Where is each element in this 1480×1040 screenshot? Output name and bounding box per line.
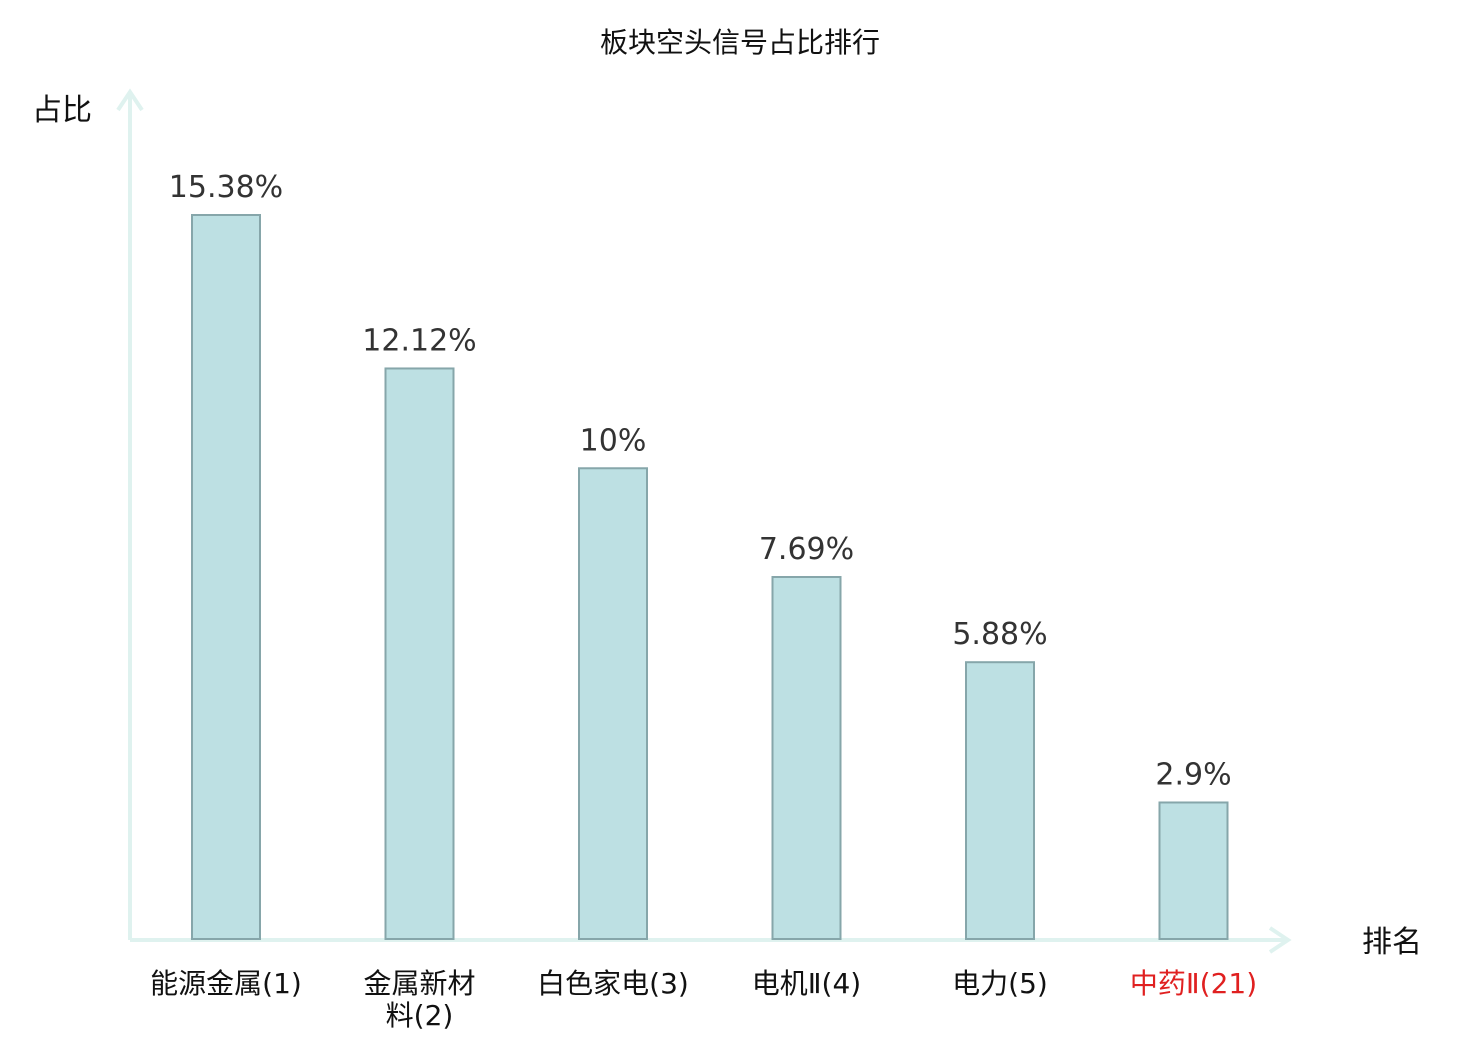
bar-4 [771, 576, 842, 940]
bar-2 [384, 367, 455, 941]
bar-3 [578, 467, 648, 940]
bar-5 [965, 661, 1035, 940]
category-label-3: 白色家电(3) [537, 967, 689, 1000]
x-axis [130, 926, 1292, 954]
category-label-1: 能源金属(1) [150, 967, 302, 1000]
y-axis-label: 占比 [32, 93, 92, 128]
value-label-4: 7.69% [759, 532, 854, 567]
bars-group [191, 214, 1229, 941]
value-label-2: 12.12% [362, 323, 476, 358]
x-axis-label: 排名 [1362, 925, 1422, 960]
category-label-4: 电机Ⅱ(4) [752, 967, 861, 1000]
bar-6 [1158, 801, 1229, 940]
category-label-2-line-2: 料(2) [386, 999, 454, 1032]
value-label-1: 15.38% [169, 170, 283, 205]
bar-1 [191, 214, 261, 940]
value-labels-group: 15.38% 12.12% 10% 7.69% 5.88% 2.9% [169, 170, 1232, 792]
value-label-3: 10% [580, 423, 647, 458]
category-label-2-line-1: 金属新材 [363, 967, 475, 1000]
value-label-5: 5.88% [952, 617, 1047, 652]
y-axis [116, 88, 144, 940]
category-label-6: 中药Ⅱ(21) [1130, 967, 1257, 1000]
chart-title: 板块空头信号占比排行 [600, 26, 880, 59]
value-label-6: 2.9% [1155, 757, 1231, 792]
category-label-5: 电力(5) [952, 967, 1048, 1000]
